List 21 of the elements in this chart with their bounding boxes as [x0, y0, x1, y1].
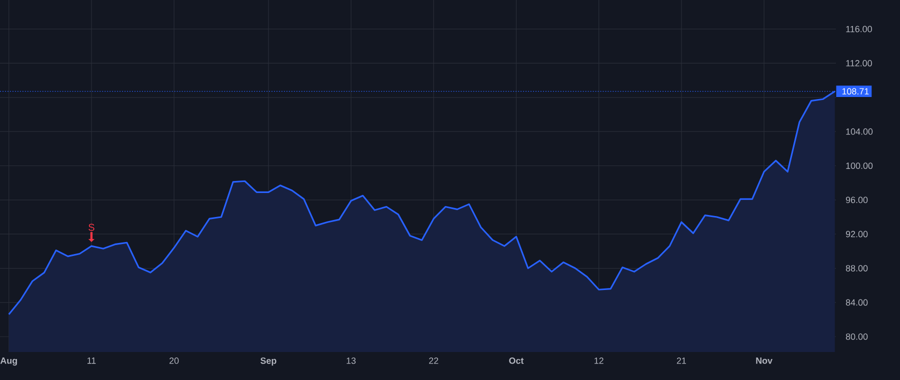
x-tick-label: 13 — [346, 358, 356, 364]
x-tick-label: 21 — [676, 358, 686, 364]
y-tick-label: 112.00 — [846, 60, 872, 66]
y-tick-label: 88.00 — [846, 265, 868, 272]
x-tick-label: Oct — [509, 358, 524, 364]
y-tick-label: 116.00 — [846, 26, 872, 32]
x-tick-label: 20 — [170, 358, 179, 364]
x-tick-label: Aug — [0, 358, 17, 366]
x-tick-label: Nov — [756, 358, 772, 364]
y-tick-label: 104.00 — [846, 128, 873, 135]
y-tick-label: 100.00 — [846, 162, 873, 169]
y-tick-label: 92.00 — [846, 230, 868, 238]
x-tick-label: Sep — [260, 358, 276, 366]
y-tick-label: 84.00 — [846, 299, 868, 306]
y-tick-label: 80.00 — [846, 333, 868, 340]
x-tick-label: 12 — [594, 358, 604, 364]
x-tick-label: 11 — [87, 358, 96, 364]
ref-line-label: 108.71 — [842, 88, 869, 95]
x-tick-label: 22 — [429, 358, 438, 364]
y-tick-label: 96.00 — [846, 196, 868, 204]
annotation: S — [88, 224, 94, 231]
